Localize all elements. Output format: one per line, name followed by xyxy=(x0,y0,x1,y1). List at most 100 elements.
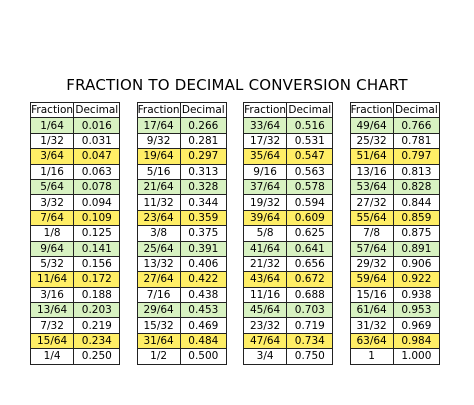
column-gap xyxy=(332,133,351,149)
decimal-cell: 0.359 xyxy=(179,209,227,227)
table-row: 1/4 0.250 1/2 0.500 3/4 0.750 1 1.000 xyxy=(29,348,441,365)
decimal-cell: 0.438 xyxy=(179,286,227,304)
column-gap xyxy=(225,271,245,288)
decimal-cell: 0.563 xyxy=(286,163,334,180)
fraction-cell: 21/64 xyxy=(136,178,181,196)
fraction-cell: 19/64 xyxy=(136,148,181,165)
column-gap xyxy=(332,102,351,118)
decimal-cell: 0.109 xyxy=(73,209,121,227)
fraction-cell: 5/32 xyxy=(29,255,75,273)
column-header-decimal: Decimal xyxy=(286,101,334,119)
decimal-cell: 0.969 xyxy=(392,317,441,334)
column-gap xyxy=(225,164,245,180)
fraction-cell: 59/64 xyxy=(349,271,394,288)
decimal-cell: 0.219 xyxy=(73,317,121,334)
decimal-cell: 0.688 xyxy=(286,286,334,304)
fraction-cell: 33/64 xyxy=(242,117,288,134)
column-gap xyxy=(225,148,245,165)
fraction-cell: 51/64 xyxy=(349,148,394,165)
decimal-cell: 0.938 xyxy=(392,286,441,304)
decimal-cell: 0.484 xyxy=(179,332,227,350)
column-gap xyxy=(332,194,351,211)
table-row: 9/64 0.141 25/64 0.391 41/64 0.641 57/64 0.891 xyxy=(29,240,441,257)
decimal-cell: 0.813 xyxy=(392,163,441,180)
decimal-cell: 0.531 xyxy=(286,132,334,150)
fraction-cell: 39/64 xyxy=(242,209,288,227)
column-gap xyxy=(225,102,245,118)
decimal-cell: 0.047 xyxy=(73,148,121,165)
column-gap xyxy=(119,271,138,288)
table-row: 13/64 0.203 29/64 0.453 45/64 0.703 61/64 0.953 xyxy=(29,302,441,319)
decimal-cell: 0.922 xyxy=(392,271,441,288)
fraction-cell: 35/64 xyxy=(242,148,288,165)
fraction-cell: 11/64 xyxy=(29,271,75,288)
fraction-cell: 7/8 xyxy=(349,225,394,242)
table-row: 1/8 0.125 3/8 0.375 5/8 0.625 7/8 0.875 xyxy=(29,225,441,242)
column-gap xyxy=(225,333,245,349)
decimal-cell: 0.734 xyxy=(286,332,334,350)
column-header-fraction: Fraction xyxy=(29,101,75,119)
column-gap xyxy=(119,102,138,118)
fraction-cell: 1/2 xyxy=(136,348,181,365)
decimal-cell: 0.703 xyxy=(286,302,334,319)
column-gap xyxy=(225,194,245,211)
column-gap xyxy=(332,317,351,334)
fraction-cell: 63/64 xyxy=(349,332,394,350)
fraction-cell: 43/64 xyxy=(242,271,288,288)
column-gap xyxy=(332,148,351,165)
column-gap xyxy=(119,241,138,257)
fraction-cell: 45/64 xyxy=(242,302,288,319)
decimal-cell: 0.031 xyxy=(73,132,121,150)
fraction-cell: 1/8 xyxy=(29,225,75,242)
decimal-cell: 0.594 xyxy=(286,194,334,211)
column-gap xyxy=(119,302,138,318)
decimal-cell: 0.281 xyxy=(179,132,227,150)
decimal-cell: 0.641 xyxy=(286,240,334,257)
decimal-cell: 0.188 xyxy=(73,286,121,304)
fraction-cell: 15/64 xyxy=(29,332,75,350)
column-gap xyxy=(119,133,138,149)
column-gap xyxy=(332,333,351,349)
fraction-cell: 17/64 xyxy=(136,117,181,134)
fraction-cell: 25/32 xyxy=(349,132,394,150)
fraction-cell: 29/64 xyxy=(136,302,181,319)
fraction-cell: 27/32 xyxy=(349,194,394,211)
fraction-cell: 57/64 xyxy=(349,240,394,257)
fraction-cell: 61/64 xyxy=(349,302,394,319)
table-row: 1/64 0.016 17/64 0.266 33/64 0.516 49/64 0.766 xyxy=(29,117,441,134)
column-gap xyxy=(332,179,351,195)
decimal-cell: 0.406 xyxy=(179,255,227,273)
fraction-cell: 7/32 xyxy=(29,317,75,334)
decimal-cell: 0.391 xyxy=(179,240,227,257)
fraction-cell: 13/64 xyxy=(29,302,75,319)
fraction-cell: 11/32 xyxy=(136,194,181,211)
decimal-cell: 0.766 xyxy=(392,117,441,134)
decimal-cell: 0.672 xyxy=(286,271,334,288)
column-gap xyxy=(225,225,245,242)
table-header-row: Fraction Decimal Fraction Decimal Fracti… xyxy=(29,101,441,119)
decimal-cell: 0.547 xyxy=(286,148,334,165)
column-gap xyxy=(119,117,138,134)
fraction-cell: 49/64 xyxy=(349,117,394,134)
fraction-cell: 1/64 xyxy=(29,117,75,134)
column-header-fraction: Fraction xyxy=(349,101,394,119)
decimal-cell: 0.625 xyxy=(286,225,334,242)
fraction-cell: 47/64 xyxy=(242,332,288,350)
fraction-cell: 9/16 xyxy=(242,163,288,180)
decimal-cell: 0.578 xyxy=(286,178,334,196)
table-row: 7/32 0.219 15/32 0.469 23/32 0.719 31/32 0.969 xyxy=(29,317,441,334)
decimal-cell: 0.891 xyxy=(392,240,441,257)
column-header-fraction: Fraction xyxy=(136,101,181,119)
decimal-cell: 0.719 xyxy=(286,317,334,334)
decimal-cell: 0.953 xyxy=(392,302,441,319)
column-gap xyxy=(119,164,138,180)
fraction-cell: 5/64 xyxy=(29,178,75,196)
table-row: 7/64 0.109 23/64 0.359 39/64 0.609 55/64 0.859 xyxy=(29,209,441,227)
column-gap xyxy=(332,271,351,288)
column-gap xyxy=(332,164,351,180)
fraction-cell: 3/16 xyxy=(29,286,75,304)
fraction-cell: 7/64 xyxy=(29,209,75,227)
decimal-cell: 0.250 xyxy=(73,348,121,365)
chart-title: FRACTION TO DECIMAL CONVERSION CHART xyxy=(66,76,408,94)
decimal-cell: 0.297 xyxy=(179,148,227,165)
